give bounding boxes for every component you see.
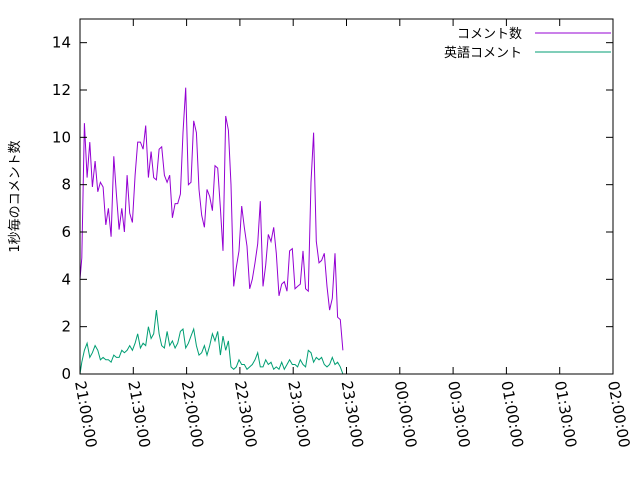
legend-label: 英語コメント [444,45,522,61]
series-line-1 [79,87,344,351]
series-line-2 [79,310,344,375]
y-axis-label: 1秒毎のコメント数 [7,140,23,252]
y-axis: 0 2 4 6 8 10 12 14 [52,34,613,383]
y-tick-label: 4 [61,270,71,288]
y-tick-label: 12 [52,81,71,99]
y-tick-label: 14 [52,34,71,52]
y-tick-label: 10 [52,128,71,146]
legend-label: コメント数 [457,27,522,42]
series-layer [79,87,344,375]
y-tick-label: 0 [61,365,71,383]
y-tick-label: 2 [61,318,71,336]
y-tick-label: 6 [61,223,71,241]
y-tick-label: 8 [61,176,71,194]
